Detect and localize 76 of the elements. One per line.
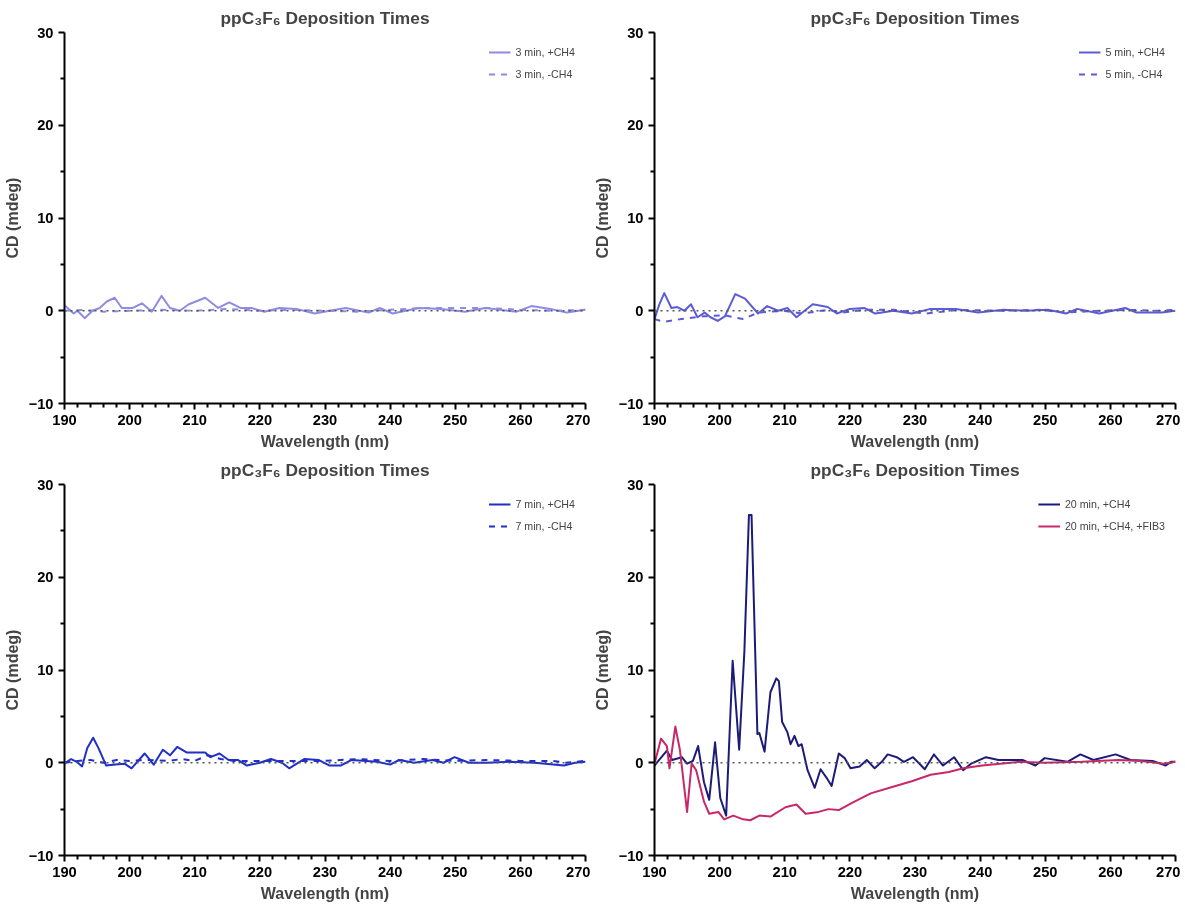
x-tick-label: 230: [312, 863, 338, 880]
y-tick-label: 0: [45, 302, 54, 319]
x-tick-label: 220: [837, 863, 863, 880]
y-tick-label: 20: [627, 117, 644, 134]
legend-label: 3 min, +CH4: [515, 46, 575, 58]
y-tick-label: 10: [37, 662, 54, 678]
x-tick-label: 270: [1156, 411, 1181, 428]
x-tick-label: 210: [182, 863, 207, 880]
y-tick-label: 20: [37, 569, 54, 586]
y-tick-label: 30: [37, 476, 54, 493]
x-tick-label: 220: [247, 411, 273, 428]
x-tick-label: 260: [508, 863, 533, 880]
y-axis-title: CD (mdeg): [593, 629, 611, 711]
x-tick-label: 250: [443, 411, 468, 428]
chart-title: ppC₃F₆ Deposition Times: [810, 459, 1020, 480]
x-tick-label: 190: [642, 411, 667, 428]
x-tick-label: 230: [312, 411, 338, 428]
y-tick-label: 10: [627, 662, 644, 678]
x-tick-label: 210: [772, 863, 797, 880]
chart-title: ppC₃F₆ Deposition Times: [810, 7, 1020, 28]
x-tick-label: 230: [902, 863, 928, 880]
x-tick-label: 270: [566, 411, 591, 428]
legend-label: 5 min, -CH4: [1105, 68, 1163, 80]
y-tick-label: 10: [37, 210, 54, 226]
x-tick-label: 210: [772, 411, 797, 428]
y-tick-label: 30: [627, 24, 644, 41]
x-tick-label: 200: [707, 411, 732, 428]
x-tick-label: 270: [1156, 863, 1181, 880]
y-axis-title: CD (mdeg): [3, 177, 21, 259]
x-tick-label: 190: [52, 863, 77, 880]
legend-label: 20 min, +CH4, +FIB3: [1064, 520, 1165, 532]
x-tick-label: 250: [1033, 863, 1058, 880]
legend-label: 3 min, -CH4: [515, 68, 573, 80]
y-tick-label: 20: [37, 117, 54, 134]
x-axis-title: Wavelength (nm): [850, 884, 980, 902]
x-tick-label: 220: [247, 863, 273, 880]
chart-title: ppC₃F₆ Deposition Times: [220, 7, 430, 28]
y-tick-label: −10: [618, 395, 644, 412]
x-tick-label: 250: [443, 863, 468, 880]
y-tick-label: 10: [627, 210, 644, 226]
x-tick-label: 240: [377, 863, 403, 880]
x-tick-label: 250: [1033, 411, 1058, 428]
x-tick-label: 260: [508, 411, 533, 428]
y-tick-label: −10: [28, 847, 54, 864]
chart-title: ppC₃F₆ Deposition Times: [220, 459, 430, 480]
x-tick-label: 190: [52, 411, 77, 428]
x-tick-label: 210: [182, 411, 207, 428]
y-axis-title: CD (mdeg): [3, 629, 21, 711]
y-tick-label: 0: [635, 302, 644, 319]
x-tick-label: 200: [117, 411, 142, 428]
x-tick-label: 240: [967, 411, 993, 428]
x-tick-label: 240: [377, 411, 403, 428]
y-tick-label: 0: [45, 754, 54, 771]
x-tick-label: 200: [117, 863, 142, 880]
x-axis-title: Wavelength (nm): [850, 432, 980, 450]
legend-label: 20 min, +CH4: [1064, 498, 1131, 510]
y-tick-label: 0: [635, 754, 644, 771]
x-tick-label: 230: [902, 411, 928, 428]
x-tick-label: 260: [1098, 863, 1123, 880]
x-tick-label: 220: [837, 411, 863, 428]
x-tick-label: 240: [967, 863, 993, 880]
y-tick-label: 30: [37, 24, 54, 41]
x-tick-label: 270: [566, 863, 591, 880]
y-tick-label: 20: [627, 569, 644, 586]
y-tick-label: −10: [618, 847, 644, 864]
y-tick-label: 30: [627, 476, 644, 493]
x-tick-label: 190: [642, 863, 667, 880]
x-axis-title: Wavelength (nm): [260, 432, 390, 450]
legend-label: 5 min, +CH4: [1105, 46, 1165, 58]
x-tick-label: 200: [707, 863, 732, 880]
x-axis-title: Wavelength (nm): [260, 884, 390, 902]
x-tick-label: 260: [1098, 411, 1123, 428]
legend-label: 7 min, -CH4: [515, 520, 573, 532]
y-tick-label: −10: [28, 395, 54, 412]
y-axis-title: CD (mdeg): [593, 177, 611, 259]
legend-label: 7 min, +CH4: [515, 498, 575, 510]
